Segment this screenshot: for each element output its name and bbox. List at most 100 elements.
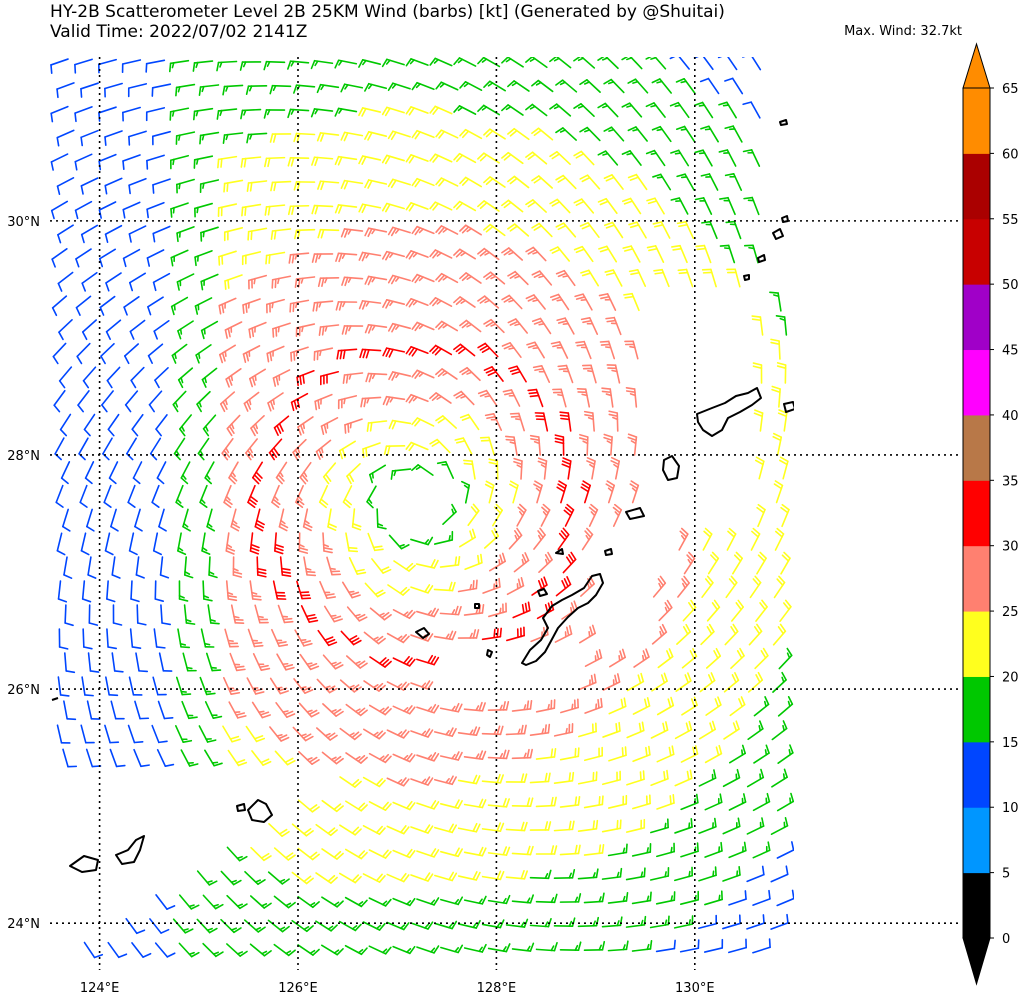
barb-feather xyxy=(201,85,205,93)
barb-feather xyxy=(674,104,681,108)
barb-feather xyxy=(357,660,366,667)
wind-barb xyxy=(559,844,581,856)
wind-barb xyxy=(232,556,243,578)
barb-feather xyxy=(754,575,762,584)
barb-feather xyxy=(327,522,337,528)
barb-feather xyxy=(568,554,575,563)
barb-feather xyxy=(505,700,510,711)
barb-feather xyxy=(651,125,662,131)
colorbar-label: 65 xyxy=(1002,82,1019,97)
barb-feather xyxy=(600,295,610,300)
barb-feather xyxy=(340,228,346,238)
barb-feather xyxy=(559,81,566,86)
barb-feather xyxy=(332,661,342,668)
barb-feather xyxy=(625,891,629,902)
barb-feather xyxy=(485,321,495,328)
barb-feather xyxy=(194,256,197,267)
wind-barb xyxy=(154,942,176,958)
barb-feather xyxy=(445,633,450,640)
barb-feather xyxy=(148,403,155,413)
barb-feather xyxy=(227,639,234,643)
barb-feather xyxy=(597,102,607,109)
barb-feather xyxy=(269,133,274,143)
barb-feather xyxy=(273,426,279,436)
barb-feather xyxy=(451,581,456,592)
barb-staff xyxy=(111,556,116,576)
wind-barb xyxy=(752,889,771,906)
barb-feather xyxy=(290,401,295,412)
barb-feather xyxy=(551,201,561,207)
wind-barb xyxy=(694,149,713,167)
barb-feather xyxy=(405,298,412,307)
barb-feather xyxy=(486,415,496,420)
barb-feather xyxy=(520,869,525,880)
barb-feather xyxy=(501,104,509,112)
barb-feather xyxy=(582,440,589,445)
wind-barb xyxy=(317,276,340,288)
barb-feather xyxy=(340,131,346,141)
barb-feather xyxy=(235,759,246,764)
wind-barb xyxy=(453,390,475,406)
barb-feather xyxy=(412,396,418,402)
barb-feather xyxy=(414,275,421,284)
wind-barb xyxy=(83,941,104,959)
barb-feather xyxy=(314,400,318,411)
wind-barb xyxy=(748,623,763,646)
wind-barb xyxy=(176,178,195,194)
barb-feather xyxy=(442,371,449,376)
barb-feather xyxy=(395,324,400,330)
wind-barb xyxy=(174,724,193,744)
wind-barb xyxy=(463,943,487,953)
wind-barb xyxy=(82,366,97,389)
wind-barb xyxy=(429,57,453,67)
barb-feather xyxy=(355,568,365,573)
wind-barb xyxy=(461,480,471,504)
barb-feather xyxy=(453,105,461,113)
barb-feather xyxy=(518,510,524,517)
wind-barb xyxy=(198,84,220,96)
barb-feather xyxy=(177,330,182,340)
wind-barb xyxy=(57,580,68,603)
barb-feather xyxy=(403,706,409,712)
wind-barb xyxy=(106,366,121,389)
wind-barb xyxy=(746,817,765,835)
barb-feather xyxy=(544,772,548,783)
barb-feather xyxy=(255,522,265,529)
wind-barb xyxy=(110,508,119,532)
barb-feather xyxy=(498,577,501,588)
barb-feather xyxy=(409,59,415,65)
wind-barb xyxy=(676,221,695,239)
barb-feather xyxy=(432,106,439,115)
wind-barb xyxy=(340,179,364,190)
barb-feather xyxy=(330,661,337,665)
barb-feather xyxy=(757,554,766,562)
wind-barb xyxy=(579,174,601,190)
barb-feather xyxy=(403,754,409,760)
barb-feather xyxy=(247,449,254,458)
barb-feather xyxy=(287,205,292,216)
barb-feather xyxy=(314,204,319,215)
barb-feather xyxy=(531,317,542,323)
barb-feather xyxy=(308,619,319,623)
wind-barb xyxy=(632,794,651,810)
barb-feather xyxy=(406,752,413,762)
barb-feather xyxy=(667,698,672,708)
barb-feather xyxy=(751,318,762,322)
wind-barb xyxy=(362,442,381,458)
wind-barb xyxy=(291,823,314,837)
barb-feather xyxy=(324,325,328,332)
barb-feather xyxy=(84,694,94,697)
barb-feather xyxy=(429,297,437,305)
barb-feather xyxy=(232,574,243,578)
barb-feather xyxy=(250,546,260,552)
wind-barb xyxy=(272,369,291,387)
wind-barb xyxy=(216,60,238,72)
barb-feather xyxy=(579,433,589,438)
barb-feather xyxy=(454,702,460,712)
barb-feather xyxy=(421,778,427,784)
wind-barb xyxy=(366,485,377,509)
wind-barb xyxy=(770,865,789,883)
barb-feather xyxy=(646,197,656,202)
barb-feather xyxy=(223,501,232,509)
wind-barb xyxy=(701,268,717,288)
